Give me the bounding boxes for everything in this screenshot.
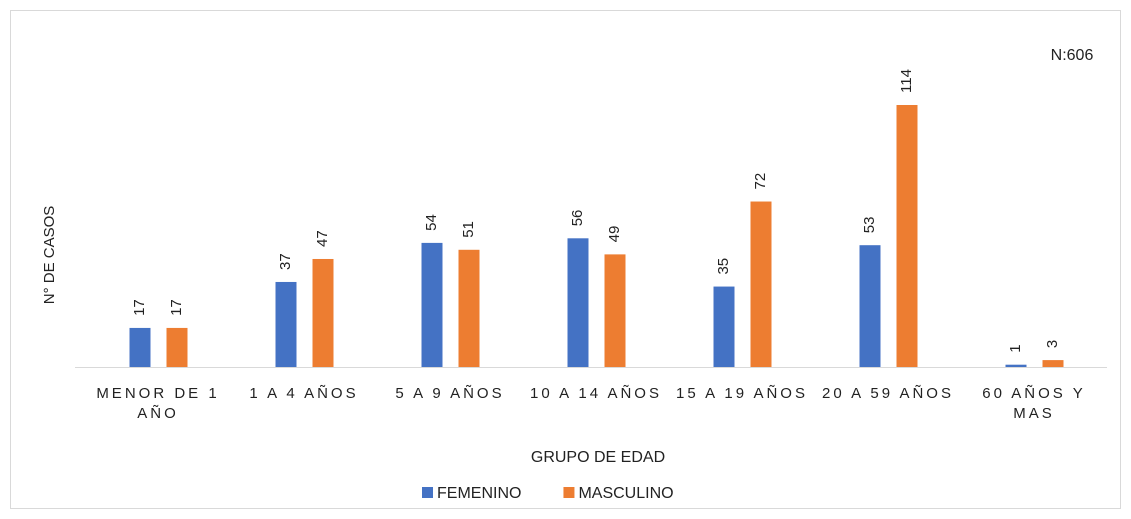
x-tick-label: 5 A 9 AÑOS (395, 385, 505, 402)
data-label: 1 (1007, 344, 1024, 352)
data-label: 53 (861, 217, 878, 234)
bar (129, 327, 151, 367)
data-label: 37 (277, 253, 294, 270)
x-tick-label: 20 A 59 AÑOS (822, 385, 954, 402)
bar (713, 286, 735, 367)
x-axis-title: GRUPO DE EDAD (531, 449, 665, 466)
data-label: 51 (460, 221, 477, 238)
bar (312, 258, 334, 367)
bar (275, 281, 297, 367)
data-label: 54 (423, 214, 440, 231)
bar (1005, 364, 1027, 367)
bar (166, 327, 188, 367)
bar (458, 249, 480, 367)
x-tick-label: 1 A 4 AÑOS (249, 385, 359, 402)
data-label: 114 (898, 69, 915, 93)
data-label: 56 (569, 210, 586, 227)
bar (1042, 360, 1064, 367)
bar (567, 238, 589, 367)
bar (896, 105, 918, 367)
bar (421, 242, 443, 367)
legend-label: FEMENINO (437, 485, 521, 502)
bar (750, 201, 772, 367)
data-label: 49 (606, 226, 623, 243)
x-tick-label: 10 A 14 AÑOS (530, 385, 662, 402)
x-tick-label: 15 A 19 AÑOS (676, 385, 808, 402)
data-label: 17 (131, 299, 148, 316)
data-label: 17 (168, 299, 185, 316)
chart-frame (10, 10, 1121, 509)
legend-swatch (422, 487, 433, 498)
data-label: 47 (314, 230, 331, 247)
bar (604, 254, 626, 367)
x-tick-label: 60 AÑOS Y MAS (982, 385, 1086, 422)
legend-swatch (563, 487, 575, 498)
bar (859, 245, 881, 367)
annotation: N:606 (1051, 47, 1094, 64)
y-axis-title: N° DE CASOS (41, 206, 58, 305)
x-tick-label: MENOR DE 1 AÑO (96, 385, 220, 422)
legend-label: MASCULINO (578, 485, 673, 502)
data-label: 72 (752, 173, 769, 190)
data-label: 35 (715, 258, 732, 275)
data-label: 3 (1044, 340, 1061, 348)
